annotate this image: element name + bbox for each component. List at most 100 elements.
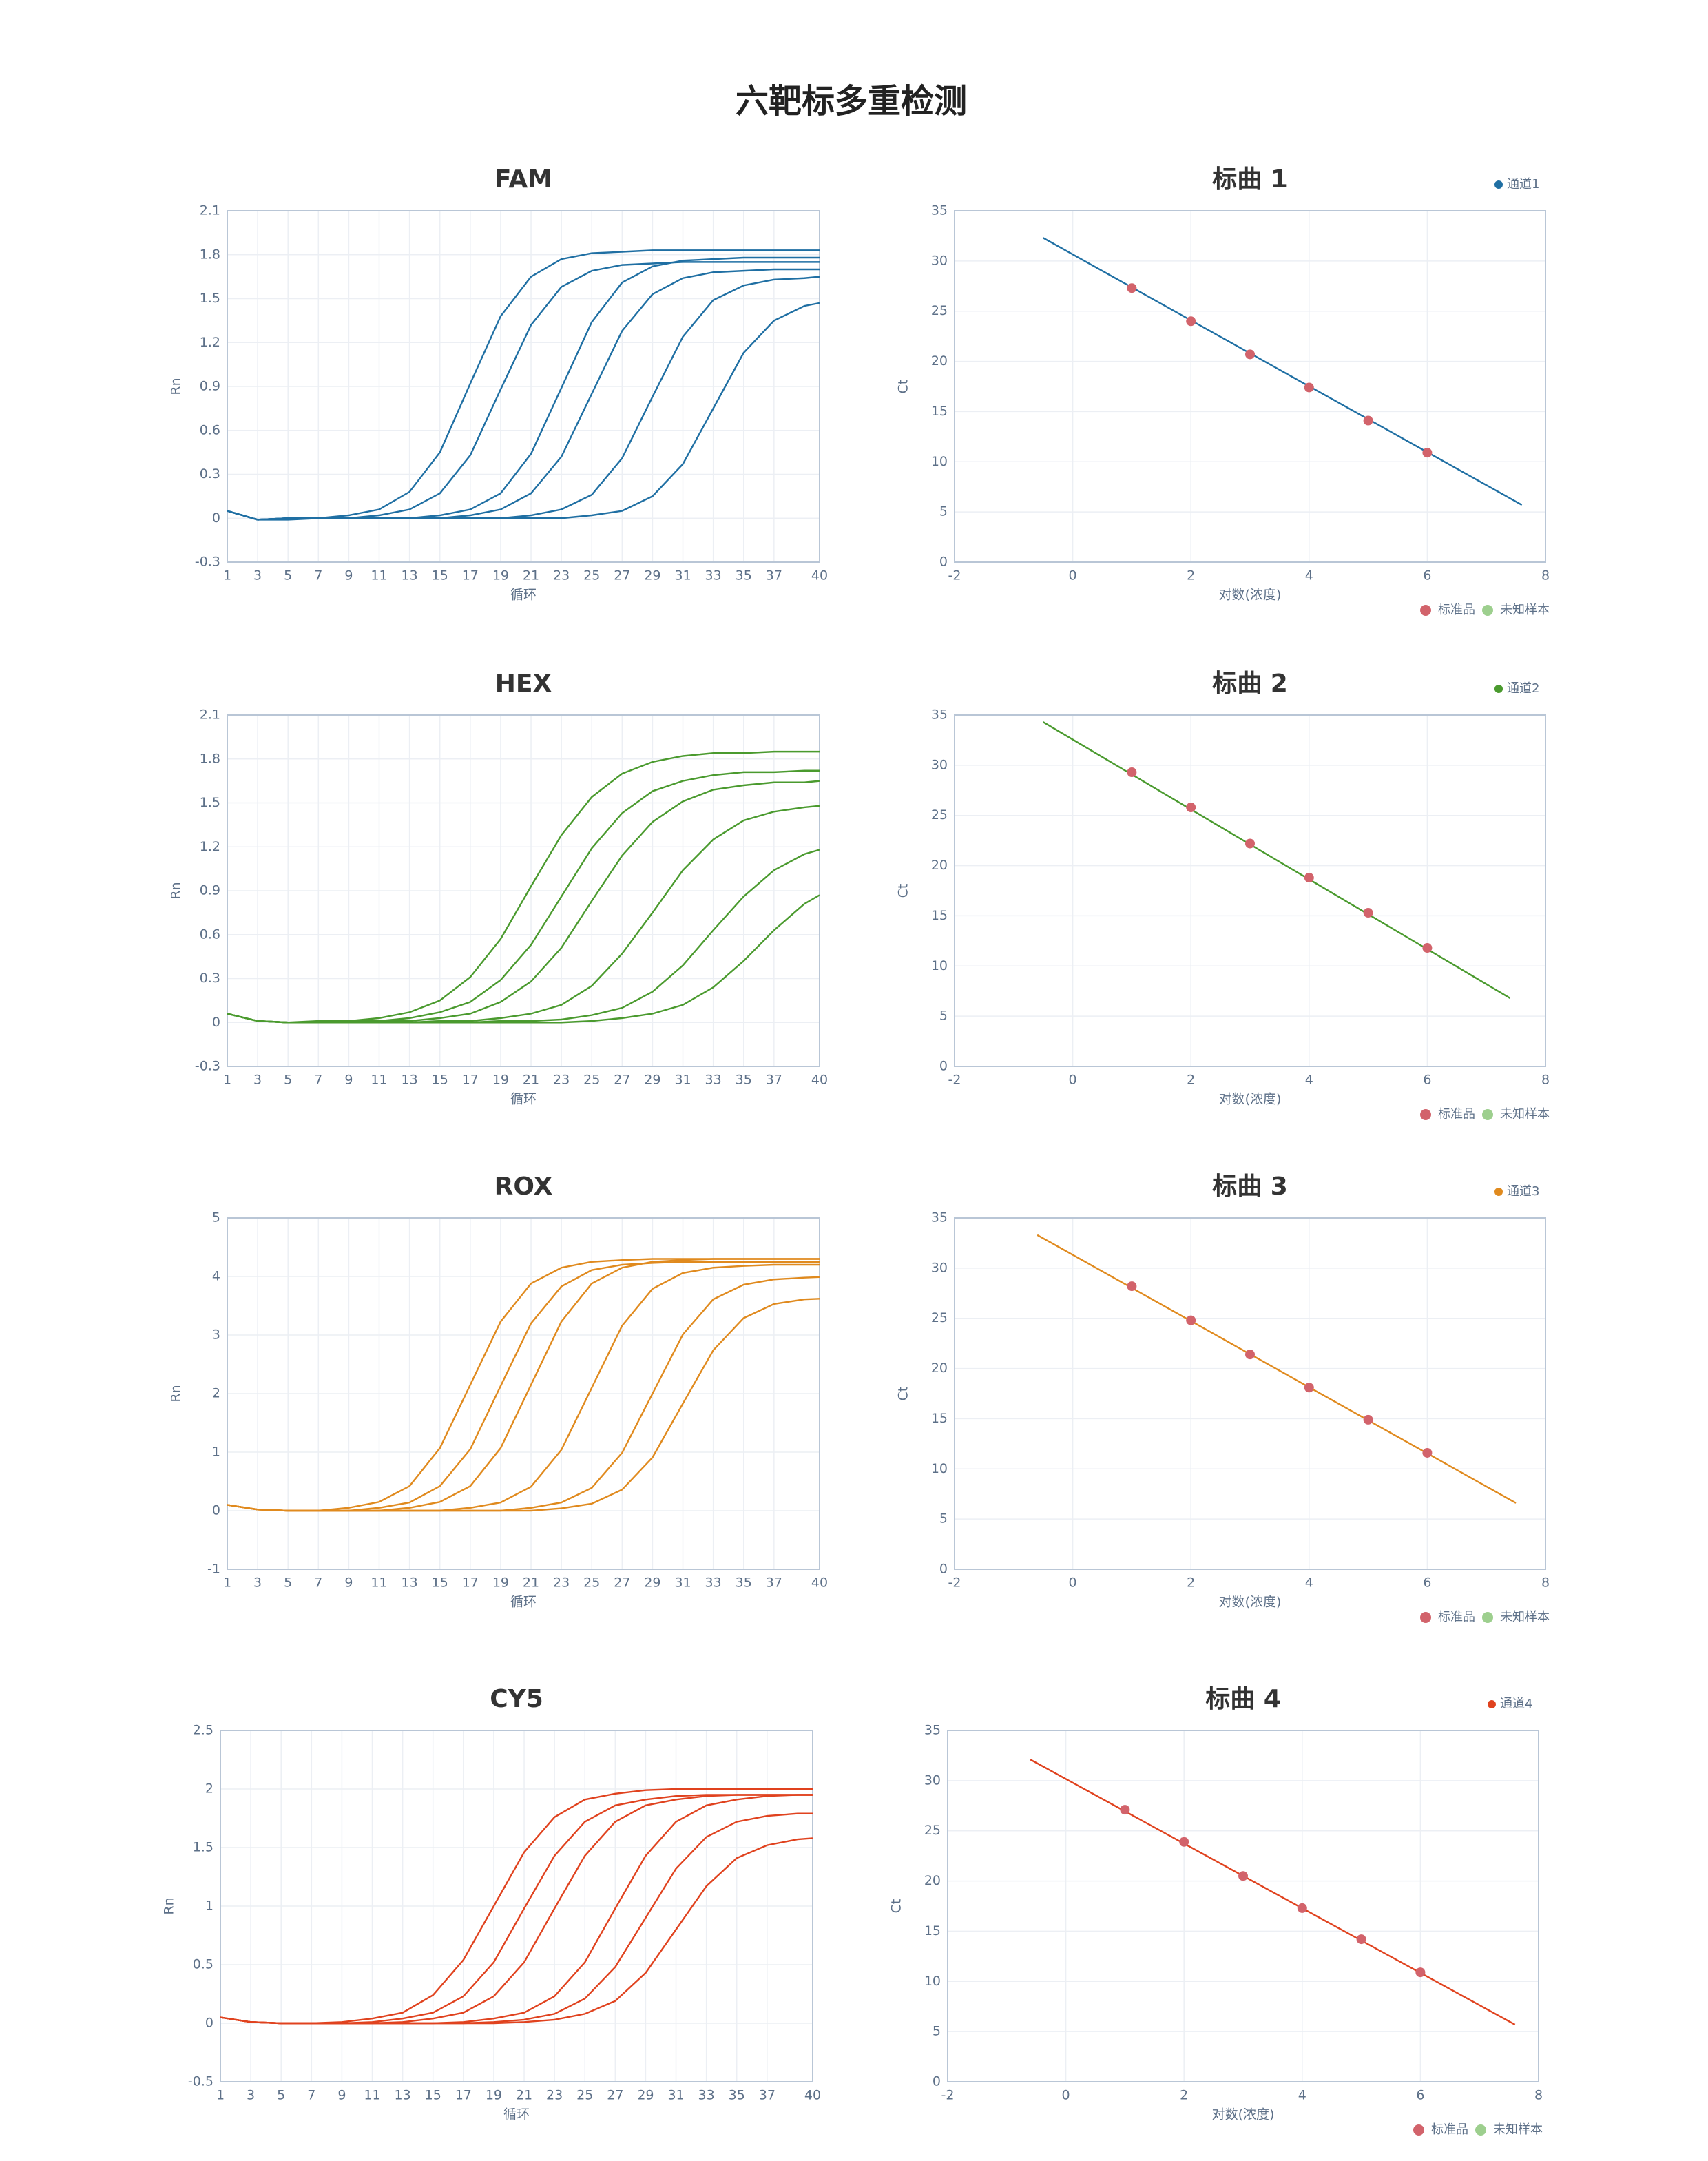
x-tick-label: 6 bbox=[1423, 1073, 1431, 1088]
x-tick-label: 25 bbox=[583, 568, 600, 583]
y-tick-label: 0 bbox=[939, 1059, 948, 1074]
x-tick-label: 5 bbox=[284, 568, 292, 583]
standard-point bbox=[1127, 767, 1137, 778]
legend-marker bbox=[1482, 1612, 1493, 1623]
x-tick-label: 13 bbox=[402, 568, 418, 583]
y-tick-label: 10 bbox=[931, 454, 948, 469]
x-tick-label: 4 bbox=[1305, 1575, 1313, 1591]
x-axis-label: 循环 bbox=[510, 1595, 537, 1610]
page-title: 六靶标多重检测 bbox=[736, 82, 967, 121]
x-tick-label: 17 bbox=[462, 1575, 479, 1591]
x-tick-label: 8 bbox=[1534, 2088, 1543, 2103]
x-tick-label: -2 bbox=[941, 2088, 955, 2103]
y-tick-label: 0 bbox=[939, 555, 948, 570]
x-tick-label: 17 bbox=[462, 568, 479, 583]
x-tick-label: 2 bbox=[1187, 568, 1195, 583]
x-tick-label: 21 bbox=[523, 568, 539, 583]
x-tick-label: 23 bbox=[553, 568, 570, 583]
y-tick-label: 35 bbox=[924, 1723, 941, 1738]
x-tick-label: 9 bbox=[337, 2088, 346, 2103]
y-tick-label: 35 bbox=[931, 203, 948, 218]
standard-point bbox=[1422, 943, 1433, 953]
x-tick-label: 11 bbox=[364, 2088, 380, 2103]
y-tick-label: 4 bbox=[212, 1269, 220, 1284]
legend-marker bbox=[1494, 180, 1503, 189]
standard-point bbox=[1245, 349, 1255, 360]
x-tick-label: 15 bbox=[425, 2088, 441, 2103]
y-tick-label: 1.5 bbox=[193, 1840, 214, 1855]
standard-point bbox=[1422, 448, 1433, 458]
amplification-curve bbox=[227, 256, 820, 521]
y-tick-label: 5 bbox=[939, 504, 948, 519]
x-axis-label: 对数(浓度) bbox=[1219, 588, 1282, 603]
x-tick-label: 35 bbox=[736, 568, 752, 583]
amplification-curve bbox=[227, 302, 820, 521]
x-tick-label: 21 bbox=[516, 2088, 532, 2103]
x-tick-label: 27 bbox=[614, 1575, 630, 1591]
standard-point bbox=[1304, 382, 1314, 393]
plot-frame bbox=[227, 714, 820, 1067]
amplification-curve bbox=[227, 249, 820, 521]
x-tick-label: 11 bbox=[371, 1575, 387, 1591]
legend-marker bbox=[1420, 1612, 1431, 1623]
y-tick-label: 0 bbox=[212, 1015, 220, 1030]
legend-label: 未知样本 bbox=[1500, 1107, 1550, 1121]
x-tick-label: 19 bbox=[492, 1575, 509, 1591]
fit-line bbox=[1030, 1759, 1516, 2025]
amplification-curve bbox=[227, 780, 820, 1024]
x-tick-label: 19 bbox=[492, 568, 509, 583]
legend-label: 未知样本 bbox=[1500, 1610, 1550, 1624]
standard-point bbox=[1363, 415, 1373, 426]
y-tick-label: 0.3 bbox=[200, 466, 220, 482]
legend-label: 通道1 bbox=[1507, 177, 1539, 192]
y-tick-label: 30 bbox=[931, 253, 948, 268]
x-tick-label: 29 bbox=[637, 2088, 654, 2103]
y-tick-label: 1.8 bbox=[200, 247, 220, 262]
standard-point bbox=[1238, 1871, 1248, 1881]
y-tick-label: 1.2 bbox=[200, 335, 220, 350]
standard-point bbox=[1415, 1967, 1426, 1978]
x-tick-label: 35 bbox=[736, 1073, 752, 1088]
legend-marker bbox=[1413, 2124, 1424, 2136]
legend-label: 未知样本 bbox=[1493, 2122, 1543, 2137]
x-tick-label: 4 bbox=[1305, 1073, 1313, 1088]
x-tick-label: 7 bbox=[307, 2088, 315, 2103]
x-tick-label: 17 bbox=[462, 1073, 479, 1088]
x-tick-label: 7 bbox=[314, 1073, 322, 1088]
x-tick-label: 2 bbox=[1180, 2088, 1188, 2103]
x-tick-label: 40 bbox=[811, 568, 828, 583]
legend-label: 标准品 bbox=[1438, 1610, 1475, 1624]
y-tick-label: 1.2 bbox=[200, 839, 220, 854]
x-tick-label: 27 bbox=[607, 2088, 623, 2103]
y-axis-label: Rn bbox=[169, 1385, 184, 1402]
chart-title: 标曲 2 bbox=[1212, 670, 1288, 698]
x-tick-label: 40 bbox=[811, 1073, 828, 1088]
y-tick-label: 5 bbox=[939, 1511, 948, 1527]
y-tick-label: 15 bbox=[924, 1923, 941, 1938]
y-tick-label: 0.6 bbox=[200, 927, 220, 942]
legend-marker bbox=[1482, 1109, 1493, 1120]
x-tick-label: 23 bbox=[546, 2088, 563, 2103]
x-tick-label: 37 bbox=[766, 1575, 782, 1591]
x-tick-label: 6 bbox=[1423, 1575, 1431, 1591]
x-tick-label: 8 bbox=[1541, 1073, 1550, 1088]
y-tick-label: 20 bbox=[931, 858, 948, 873]
x-tick-label: 31 bbox=[674, 568, 691, 583]
x-tick-label: 23 bbox=[553, 1575, 570, 1591]
amplification-curve bbox=[220, 1837, 813, 2025]
x-tick-label: 2 bbox=[1187, 1073, 1195, 1088]
x-axis-label: 对数(浓度) bbox=[1219, 1595, 1282, 1610]
standard-point bbox=[1297, 1903, 1307, 1913]
y-tick-label: 0 bbox=[212, 1503, 220, 1518]
y-tick-label: -1 bbox=[207, 1562, 220, 1577]
standard-point bbox=[1304, 873, 1314, 883]
x-tick-label: 31 bbox=[667, 2088, 684, 2103]
x-axis-label: 循环 bbox=[510, 1092, 537, 1107]
legend-marker bbox=[1420, 605, 1431, 616]
x-tick-label: 21 bbox=[523, 1575, 539, 1591]
y-tick-label: 0.9 bbox=[200, 883, 220, 898]
fit-line bbox=[1043, 237, 1523, 506]
x-tick-label: 31 bbox=[674, 1073, 691, 1088]
y-tick-label: 0.6 bbox=[200, 422, 220, 437]
y-axis-label: Ct bbox=[896, 1387, 911, 1401]
